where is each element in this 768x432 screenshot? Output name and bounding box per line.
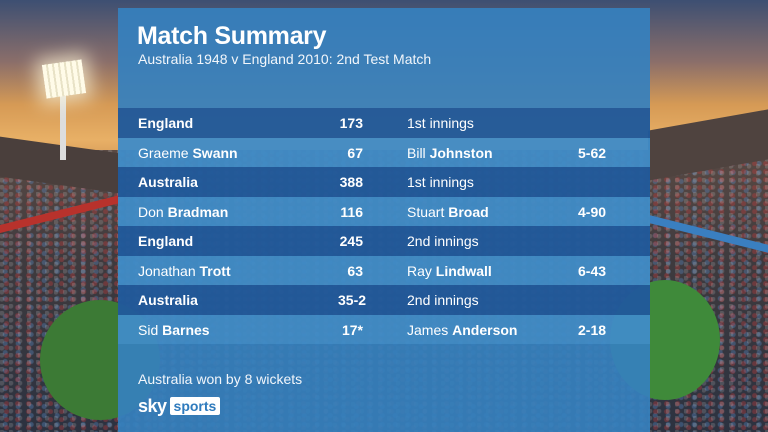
- innings-row: England 173 1st innings: [118, 108, 650, 138]
- bowler-name: Bill Johnston: [407, 145, 493, 161]
- batsman-first-name: Jonathan: [138, 262, 196, 279]
- batsman-first-name: Don: [138, 203, 164, 220]
- batsman-first-name: Sid: [138, 321, 159, 338]
- batsman-runs: 116: [340, 203, 363, 220]
- innings-label: 1st innings: [407, 115, 474, 131]
- batsman-last-name: Bradman: [167, 203, 229, 220]
- team-name: England: [138, 115, 194, 131]
- logo-sports-text: sports: [169, 397, 221, 415]
- match-subtitle: Australia 1948 v England 2010: 2nd Test …: [138, 51, 432, 67]
- team-name: Australia: [138, 174, 198, 190]
- bowler-name: James Anderson: [407, 322, 517, 338]
- page-title: Match Summary: [137, 22, 327, 50]
- team-name: England: [138, 233, 194, 249]
- bowler-first-name: James: [407, 321, 449, 338]
- innings-row: England 245 2nd innings: [118, 226, 650, 256]
- batsman-last-name: Barnes: [162, 321, 210, 338]
- bowler-first-name: Stuart: [407, 203, 445, 220]
- batsman-name: Graeme Swann: [138, 145, 238, 161]
- batsman-name: Don Bradman: [138, 204, 228, 220]
- bowling-figures: 2-18: [578, 321, 607, 338]
- innings-row: Australia 388 1st innings: [118, 167, 650, 197]
- scorecard: England 173 1st innings Graeme Swann 67 …: [118, 108, 650, 344]
- team-score: 35-2: [338, 292, 367, 308]
- performer-row: Sid Barnes 17* James Anderson 2-18: [118, 314, 650, 344]
- team-score: 245: [339, 233, 363, 249]
- performer-row: Jonathan Trott 63 Ray Lindwall 6-43: [118, 255, 650, 285]
- innings-label: 2nd innings: [407, 233, 479, 249]
- bowler-last-name: Lindwall: [435, 262, 492, 279]
- bowler-last-name: Anderson: [452, 321, 518, 338]
- floodlight-icon: [41, 59, 87, 99]
- bowling-figures: 4-90: [578, 203, 607, 220]
- bowling-figures: 6-43: [578, 262, 607, 279]
- performer-row: Don Bradman 116 Stuart Broad 4-90: [118, 196, 650, 226]
- batsman-runs: 67: [347, 144, 363, 161]
- match-result: Australia won by 8 wickets: [138, 371, 303, 387]
- bowler-last-name: Johnston: [429, 144, 493, 161]
- innings-label: 1st innings: [407, 174, 474, 190]
- batsman-last-name: Trott: [199, 262, 231, 279]
- floodlight-pole: [60, 90, 66, 160]
- team-score: 388: [339, 174, 363, 190]
- team-name: Australia: [138, 292, 198, 308]
- batsman-runs: 17*: [341, 321, 363, 338]
- batsman-name: Sid Barnes: [138, 322, 210, 338]
- team-score: 173: [339, 115, 363, 131]
- batsman-runs: 63: [347, 262, 363, 279]
- innings-label: 2nd innings: [407, 292, 479, 308]
- bowler-last-name: Broad: [448, 203, 489, 220]
- bowling-figures: 5-62: [578, 144, 607, 161]
- match-summary-panel: Match Summary Australia 1948 v England 2…: [118, 8, 650, 432]
- bowler-name: Ray Lindwall: [407, 263, 492, 279]
- sky-sports-logo: sky sports: [138, 395, 221, 416]
- batsman-last-name: Swann: [192, 144, 238, 161]
- batsman-name: Jonathan Trott: [138, 263, 231, 279]
- performer-row: Graeme Swann 67 Bill Johnston 5-62: [118, 137, 650, 167]
- innings-row: Australia 35-2 2nd innings: [118, 285, 650, 315]
- batsman-first-name: Graeme: [138, 144, 189, 161]
- bowler-name: Stuart Broad: [407, 204, 489, 220]
- logo-sky-text: sky: [138, 395, 167, 416]
- bowler-first-name: Ray: [407, 262, 432, 279]
- bowler-first-name: Bill: [407, 144, 426, 161]
